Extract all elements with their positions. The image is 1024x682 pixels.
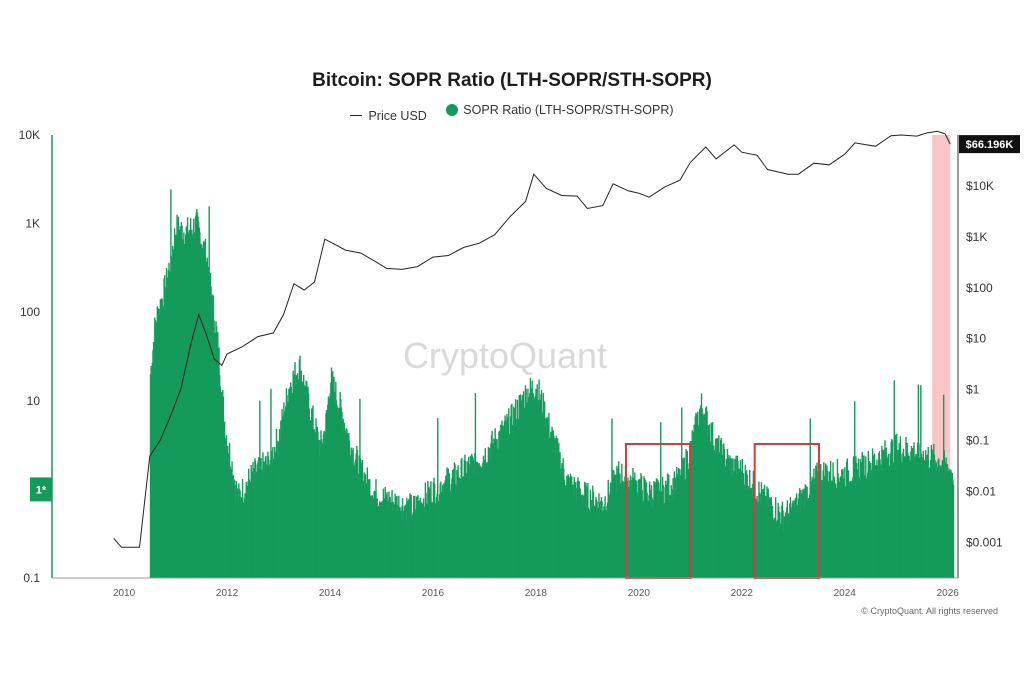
left-tick-badge [30,477,52,502]
legend-item-sopr[interactable]: SOPR Ratio (LTH-SOPR/STH-SOPR) [446,103,674,117]
right-tick-label-6: $0.01 [966,484,996,498]
copyright-notice: © CryptoQuant. All rights reserved [861,606,998,616]
left-tick-label-5: 0.1 [23,571,40,585]
x-tick-label-6: 2022 [731,588,754,599]
watermark: CryptoQuant [403,335,607,376]
chart-title: Bitcoin: SOPR Ratio (LTH-SOPR/STH-SOPR) [312,70,712,91]
x-tick-label-1: 2012 [216,588,239,599]
chart-legend: Price USD SOPR Ratio (LTH-SOPR/STH-SOPR) [0,103,1024,123]
sopr-bar [437,418,439,578]
right-tick-label-3: $10 [966,332,986,346]
legend-item-price[interactable]: Price USD [350,108,427,123]
x-tick-label-8: 2026 [937,588,960,599]
right-tick-label-0: $10K [966,179,994,193]
current-price-badge [959,135,1020,154]
sopr-bar [952,484,955,578]
left-tick-label-1: 1K [25,217,40,231]
left-tick-label-3: 10 [27,394,41,408]
right-tick-label-7: $0.001 [966,535,1003,549]
x-tick-label-2: 2014 [319,588,342,599]
right-tick-label-1: $1K [966,230,987,244]
price-line-swatch [350,115,363,116]
price-line [113,130,951,548]
sopr-dot-swatch [446,104,459,116]
right-tick-label-5: $0.1 [966,434,990,448]
legend-sopr-label: SOPR Ratio (LTH-SOPR/STH-SOPR) [463,103,674,117]
x-tick-label-7: 2024 [834,588,857,599]
right-tick-label-4: $1 [966,383,980,397]
x-tick-label-0: 2010 [113,588,136,599]
current-price-label: $66.196K [966,139,1014,151]
right-tick-label-2: $100 [966,281,993,295]
x-tick-label-5: 2020 [628,588,651,599]
left-tick-label-0: 10K [19,128,40,142]
x-tick-label-4: 2018 [525,588,548,599]
legend-price-label: Price USD [368,108,427,123]
left-tick-label-4: 1* [36,484,47,496]
left-tick-label-2: 100 [20,305,40,319]
x-tick-label-3: 2016 [422,588,445,599]
sopr-bar [660,422,662,578]
